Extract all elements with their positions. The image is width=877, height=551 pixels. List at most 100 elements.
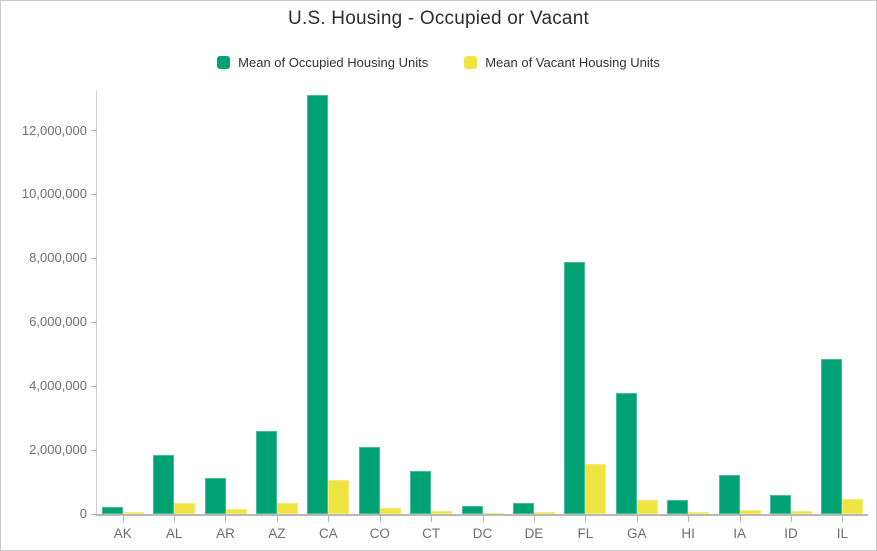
x-axis-label-DC: DC <box>472 526 493 541</box>
y-axis-label: 2,000,000 <box>29 442 87 458</box>
y-axis-tick <box>91 385 97 387</box>
bar-occupied-AR[interactable] <box>204 477 226 514</box>
y-axis-tick <box>91 193 97 195</box>
x-axis-tick <box>276 516 278 522</box>
bar-vacant-AZ[interactable] <box>276 502 298 514</box>
x-axis-label-DE: DE <box>524 526 544 541</box>
bar-vacant-CA[interactable] <box>328 480 350 514</box>
x-axis-tick <box>431 516 433 522</box>
bar-occupied-DE[interactable] <box>512 503 534 514</box>
bar-group-AR <box>200 90 251 514</box>
bar-vacant-DE[interactable] <box>533 512 555 514</box>
bar-vacant-DC[interactable] <box>482 513 504 514</box>
bar-group-CT <box>405 90 456 514</box>
bar-group-AL <box>148 90 199 514</box>
y-axis-tick <box>91 449 97 451</box>
y-axis-label: 12,000,000 <box>21 122 87 138</box>
x-axis-label-GA: GA <box>627 526 647 541</box>
bar-occupied-IA[interactable] <box>718 474 740 514</box>
bar-group-CA <box>303 90 354 514</box>
x-axis-tick <box>122 516 124 522</box>
x-axis-tick <box>225 516 227 522</box>
legend-swatch-vacant-icon <box>464 56 478 69</box>
bar-occupied-DC[interactable] <box>461 506 483 514</box>
legend: Mean of Occupied Housing Units Mean of V… <box>1 55 876 70</box>
x-axis-label-AL: AL <box>165 526 183 541</box>
x-axis-label-CA: CA <box>318 526 338 541</box>
bar-vacant-CO[interactable] <box>379 507 401 514</box>
y-axis-tick <box>91 513 97 515</box>
legend-item-vacant[interactable]: Mean of Vacant Housing Units <box>464 55 660 70</box>
bar-occupied-AZ[interactable] <box>255 430 277 514</box>
bar-group-CO <box>354 90 405 514</box>
bar-occupied-AL[interactable] <box>153 454 175 514</box>
bar-vacant-IL[interactable] <box>842 498 864 514</box>
x-axis-tick <box>636 516 638 522</box>
chart-title: U.S. Housing - Occupied or Vacant <box>288 8 589 29</box>
bar-occupied-CA[interactable] <box>307 95 329 514</box>
x-axis-tick <box>790 516 792 522</box>
x-axis-tick <box>842 516 844 522</box>
bar-group-GA <box>611 90 662 514</box>
bar-occupied-FL[interactable] <box>564 261 586 514</box>
x-axis-label-HI: HI <box>681 526 695 541</box>
bar-group-DE <box>508 90 559 514</box>
bar-occupied-HI[interactable] <box>667 500 689 514</box>
bar-groups <box>97 90 868 514</box>
x-axis-labels: AK AL AR AZ CA CO CT DC DE FL GA HI IA ID IL <box>97 526 868 541</box>
bar-occupied-GA[interactable] <box>615 393 637 514</box>
x-axis-tick <box>379 516 381 522</box>
legend-label-occupied: Mean of Occupied Housing Units <box>238 55 429 70</box>
bar-vacant-ID[interactable] <box>790 511 812 514</box>
x-axis-label-IL: IL <box>836 526 849 541</box>
x-axis-label-AZ: AZ <box>268 526 286 541</box>
x-axis-label-CT: CT <box>422 526 441 541</box>
y-axis-label: 0 <box>79 506 87 521</box>
bar-group-HI <box>662 90 713 514</box>
bar-vacant-FL[interactable] <box>585 463 607 514</box>
x-axis-tick <box>328 516 330 522</box>
x-axis-label-AR: AR <box>216 526 235 541</box>
legend-swatch-occupied-icon <box>217 56 231 69</box>
bar-vacant-GA[interactable] <box>636 499 658 514</box>
legend-item-occupied[interactable]: Mean of Occupied Housing Units <box>217 55 428 70</box>
x-axis-label-ID: ID <box>784 526 798 541</box>
x-axis-tick <box>533 516 535 522</box>
bar-vacant-CT[interactable] <box>431 510 453 514</box>
bar-vacant-IA[interactable] <box>739 510 761 514</box>
bar-occupied-CT[interactable] <box>410 470 432 514</box>
bar-occupied-AK[interactable] <box>101 506 123 514</box>
x-axis-tick <box>482 516 484 522</box>
x-axis-label-AK: AK <box>113 526 132 541</box>
bar-group-DC <box>457 90 508 514</box>
bar-vacant-HI[interactable] <box>688 511 710 514</box>
y-axis-tick <box>91 321 97 323</box>
y-axis-label: 10,000,000 <box>21 186 87 202</box>
y-axis-label: 8,000,000 <box>29 250 87 266</box>
x-axis-label-CO: CO <box>369 526 390 541</box>
legend-label-vacant: Mean of Vacant Housing Units <box>485 55 660 70</box>
x-axis-label-IA: IA <box>733 526 746 541</box>
y-axis-tick <box>91 257 97 259</box>
x-axis-tick <box>688 516 690 522</box>
x-axis-tick <box>174 516 176 522</box>
x-axis-tick <box>739 516 741 522</box>
bar-group-AK <box>97 90 148 514</box>
y-axis-label: 6,000,000 <box>29 314 87 330</box>
bar-group-IL <box>817 90 868 514</box>
bar-occupied-ID[interactable] <box>769 494 791 514</box>
bar-group-FL <box>560 90 611 514</box>
bar-vacant-AK[interactable] <box>122 512 144 514</box>
y-axis-label: 4,000,000 <box>29 378 87 394</box>
bar-group-IA <box>714 90 765 514</box>
y-axis-tick <box>91 130 97 132</box>
x-axis-tick <box>585 516 587 522</box>
bar-occupied-CO[interactable] <box>358 447 380 514</box>
bar-occupied-IL[interactable] <box>821 359 843 514</box>
plot-area: AK AL AR AZ CA CO CT DC DE FL GA HI IA ID IL 0 2,000,00… <box>22 90 868 541</box>
bar-vacant-AR[interactable] <box>225 508 247 514</box>
bar-group-ID <box>765 90 816 514</box>
bar-group-AZ <box>251 90 302 514</box>
bar-vacant-AL[interactable] <box>174 503 196 514</box>
